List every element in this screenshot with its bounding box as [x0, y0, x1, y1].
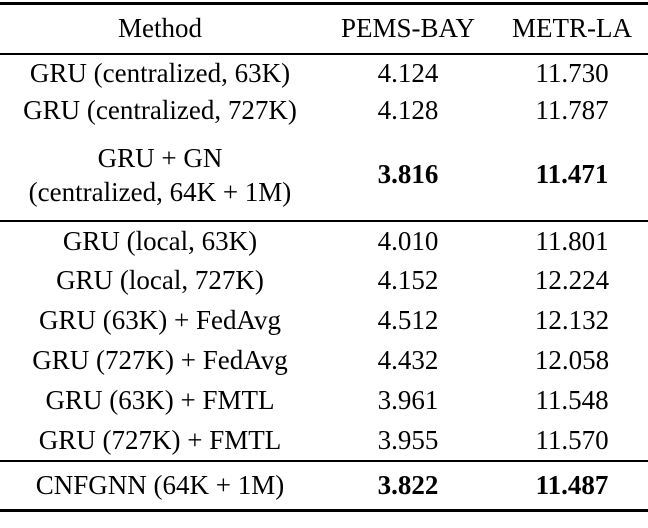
pems-bay-value: 3.816 — [377, 159, 439, 189]
table-section-centralized: GRU (centralized, 63K) 4.124 11.730 GRU … — [0, 54, 648, 221]
results-table: Method PEMS-BAY METR-LA GRU (centralized… — [0, 2, 648, 512]
table-row: GRU (local, 727K) 4.152 12.224 — [0, 261, 648, 301]
table-row: GRU (centralized, 63K) 4.124 11.730 — [0, 54, 648, 92]
method-cell: GRU (63K) + FMTL — [45, 385, 275, 415]
column-header-pems-bay: PEMS-BAY — [340, 13, 476, 44]
metr-la-value: 11.487 — [535, 469, 609, 500]
method-cell: GRU (727K) + FedAvg — [32, 345, 288, 375]
metr-la-value: 11.730 — [535, 57, 609, 88]
pems-bay-value: 3.822 — [377, 469, 439, 500]
method-cell: GRU (centralized, 63K) — [29, 57, 291, 88]
table-header: Method PEMS-BAY METR-LA — [0, 4, 648, 54]
table-row: GRU (727K) + FedAvg 4.432 12.058 — [0, 341, 648, 381]
table-row: GRU (local, 63K) 4.010 11.801 — [0, 221, 648, 261]
method-cell: GRU (local, 63K) — [62, 225, 258, 256]
pems-bay-value: 4.432 — [377, 345, 439, 375]
pems-bay-value: 4.124 — [377, 57, 439, 88]
pems-bay-value: 3.955 — [377, 424, 439, 455]
metr-la-value: 11.471 — [535, 159, 609, 189]
table-row: CNFGNN (64K + 1M) 3.822 11.487 — [0, 461, 648, 511]
pems-bay-value: 4.010 — [377, 225, 439, 256]
pems-bay-value: 4.512 — [377, 305, 439, 335]
method-cell: GRU (local, 727K) — [56, 265, 264, 295]
table-row: GRU + GN (centralized, 64K + 1M) 3.816 1… — [0, 130, 648, 221]
metr-la-value: 11.801 — [535, 225, 609, 256]
metr-la-value: 11.570 — [535, 424, 609, 455]
table-section-cnfgnn: CNFGNN (64K + 1M) 3.822 11.487 — [0, 461, 648, 511]
method-cell: GRU (63K) + FedAvg — [39, 305, 281, 335]
table-row: GRU (727K) + FMTL 3.955 11.570 — [0, 421, 648, 461]
table-row: GRU (63K) + FedAvg 4.512 12.132 — [0, 301, 648, 341]
pems-bay-value: 4.128 — [377, 95, 439, 125]
method-line-2: (centralized, 64K + 1M) — [28, 176, 292, 207]
method-cell: GRU + GN (centralized, 64K + 1M) — [0, 130, 320, 221]
metr-la-value: 12.224 — [534, 265, 610, 295]
table-section-federated: GRU (local, 63K) 4.010 11.801 GRU (local… — [0, 221, 648, 461]
table-header-row: Method PEMS-BAY METR-LA — [0, 4, 648, 54]
metr-la-value: 11.787 — [535, 95, 609, 125]
pems-bay-value: 3.961 — [377, 385, 439, 415]
column-header-metr-la: METR-LA — [512, 13, 632, 44]
table-row: GRU (centralized, 727K) 4.128 11.787 — [0, 92, 648, 130]
pems-bay-value: 4.152 — [377, 265, 439, 295]
metr-la-value: 12.058 — [534, 345, 610, 375]
method-cell: GRU (727K) + FMTL — [38, 424, 282, 455]
method-line-1: GRU + GN — [97, 142, 223, 173]
table-row: GRU (63K) + FMTL 3.961 11.548 — [0, 381, 648, 421]
column-header-method: Method — [118, 13, 202, 44]
method-cell: GRU (centralized, 727K) — [23, 95, 297, 125]
method-cell: CNFGNN (64K + 1M) — [35, 469, 285, 500]
metr-la-value: 11.548 — [535, 385, 609, 415]
metr-la-value: 12.132 — [534, 305, 610, 335]
